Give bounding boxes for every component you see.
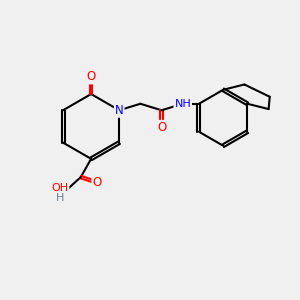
Text: O: O xyxy=(92,176,102,189)
Text: H: H xyxy=(56,193,64,203)
Text: O: O xyxy=(86,70,96,83)
Text: NH: NH xyxy=(174,99,191,109)
Text: N: N xyxy=(115,104,124,117)
Text: OH: OH xyxy=(51,183,68,193)
Text: O: O xyxy=(157,121,166,134)
